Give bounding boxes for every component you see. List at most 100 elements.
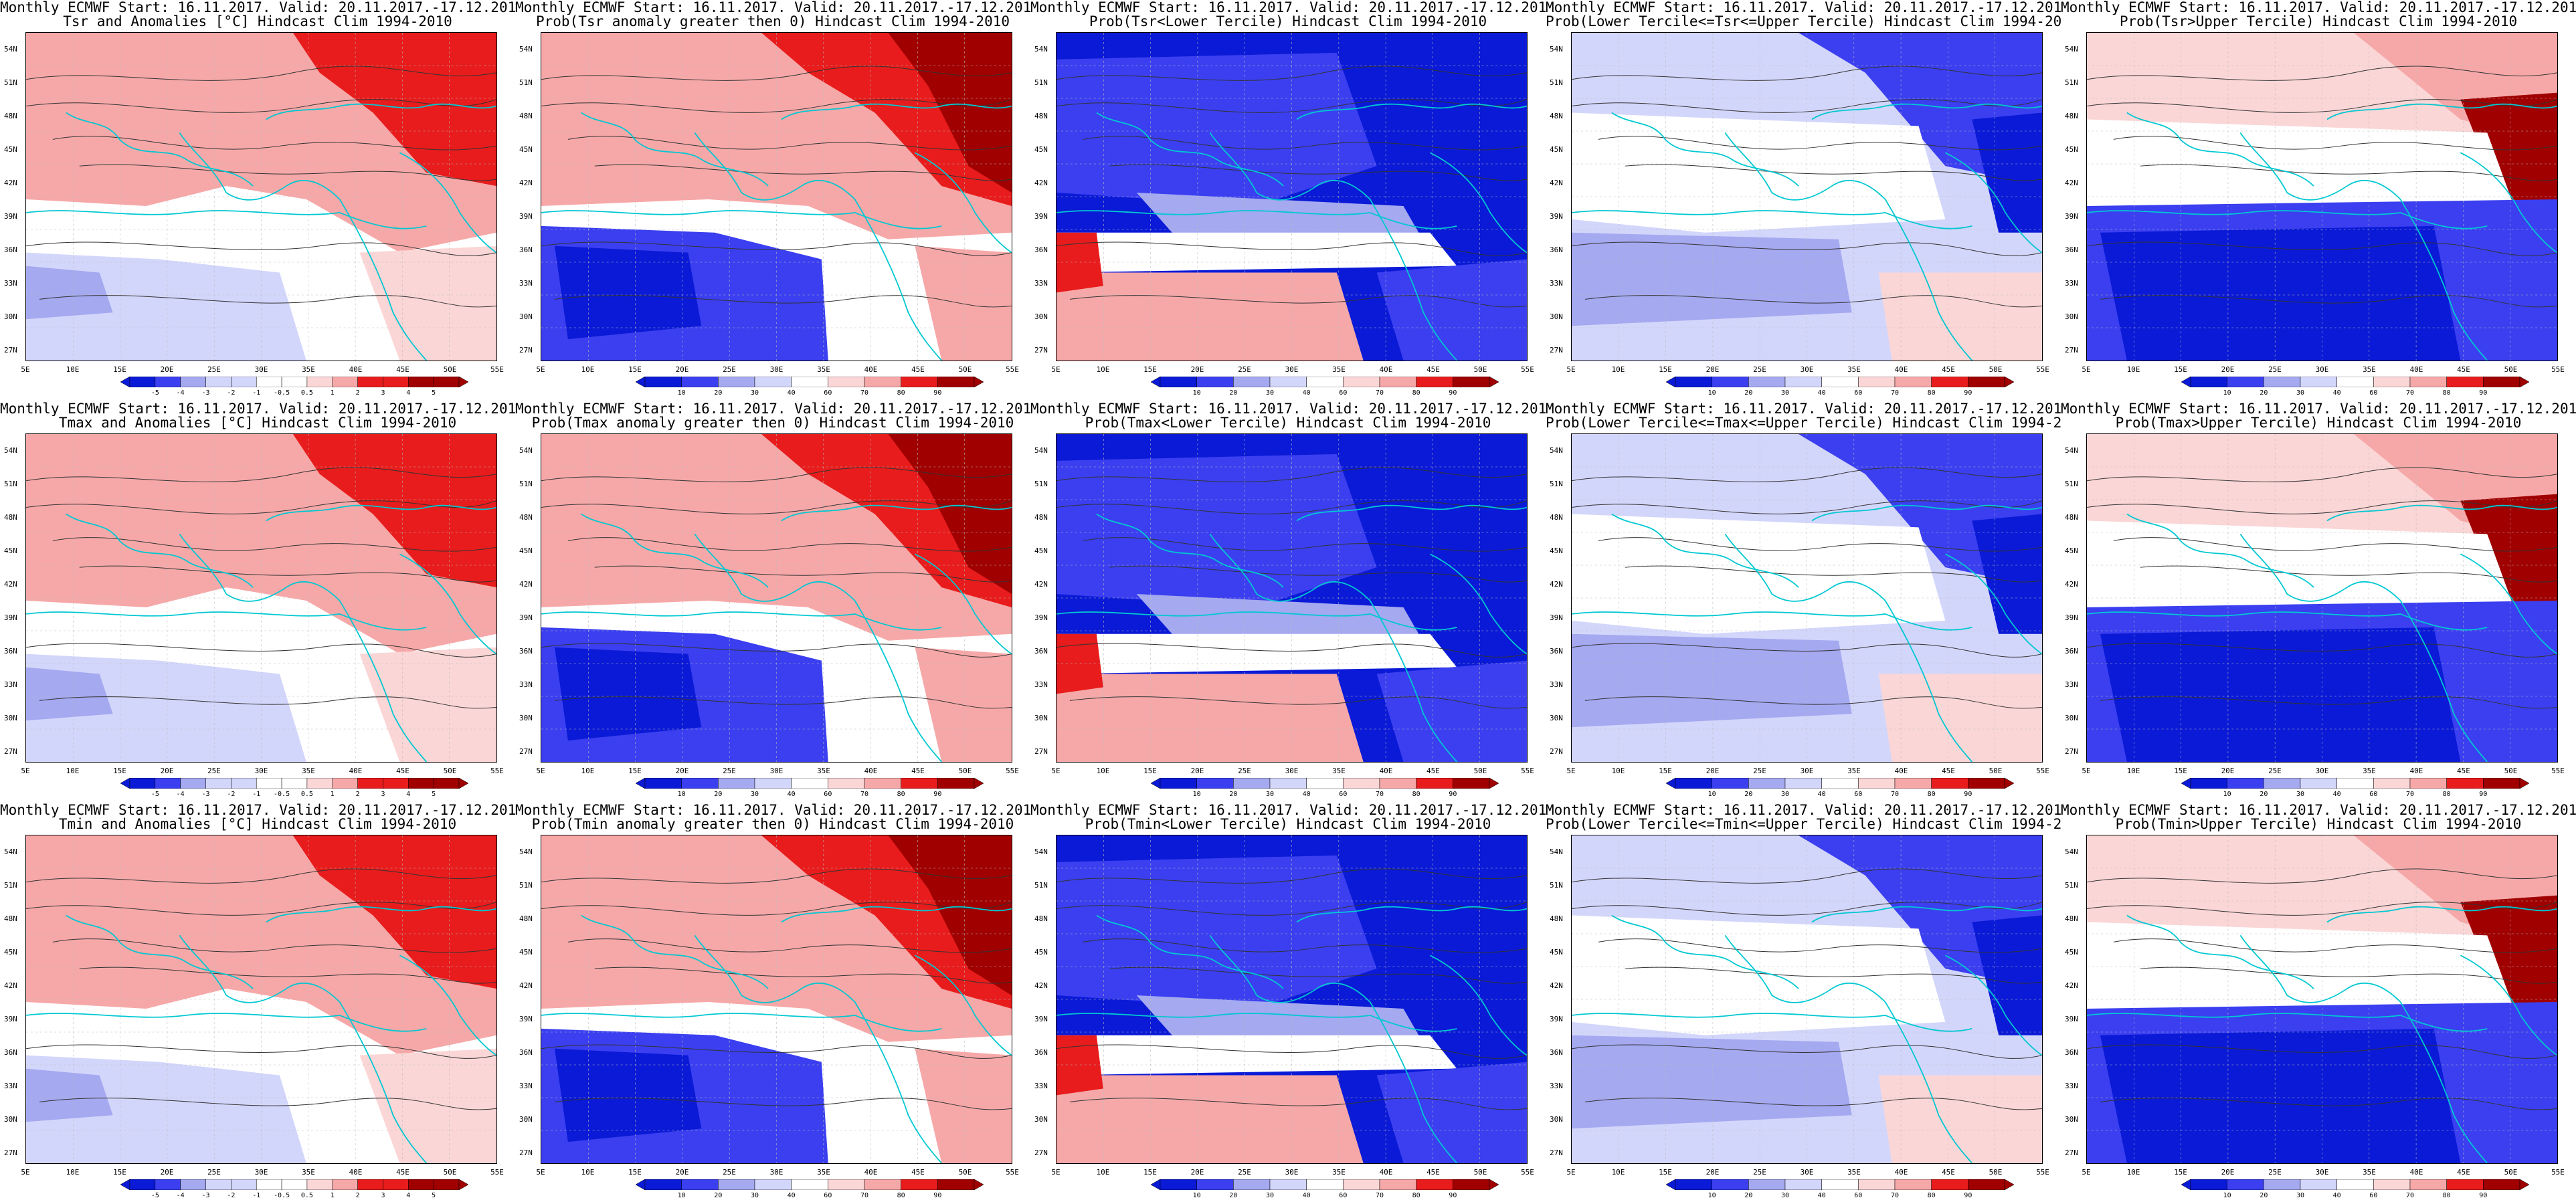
colorbar-segment [644,778,682,789]
isotherm-contour [25,241,497,256]
colorbar-segment [332,1179,358,1190]
longitude-label: 50E [2504,1168,2518,1177]
coastline [1369,1001,1457,1164]
colorbar-segment [2373,778,2411,789]
coastline [915,553,1012,655]
longitude-label: 20E [675,365,689,374]
colorbar-tick-label: 3 [381,791,385,798]
longitude-label: 40E [349,365,363,374]
longitude-label: 55E [1521,365,1534,374]
colorbar-tick-label: -5 [151,1192,159,1199]
latitude-label: 36N [2065,1048,2078,1057]
colorbar-tick-label: 20 [1229,389,1238,397]
coastline [1884,199,1972,361]
latitude-label: 42N [1034,179,1048,187]
longitude-label: 45E [396,767,409,775]
isotherm-contour [541,1044,1012,1059]
coastline [1611,914,1799,989]
isotherm-contour [2086,902,2558,916]
latitude-label: 39N [4,212,17,221]
longitude-label: 30E [254,365,268,374]
coastline [1811,906,2043,923]
field-region [359,1048,496,1163]
field-region [1376,259,1527,361]
colorbar-tick-label: 20 [1744,791,1753,798]
colorbar-segment [1821,778,1859,789]
latitude-label: 51N [2065,78,2078,87]
colorbar-tick-label: 70 [2405,791,2415,798]
longitude-label: 45E [1427,1168,1440,1177]
longitude-label: 30E [254,767,268,775]
panel-title: Prob(Tsr>Upper Tercile) Hindcast Clim 19… [2119,14,2518,29]
colorbar-segment [155,778,181,789]
isotherm-contour [39,1098,497,1110]
colorbar-segment [791,377,828,387]
longitude-label: 35E [1847,767,1861,775]
field-region [888,835,1012,996]
coastline [266,103,497,120]
latitude-label: 45N [1550,145,1563,154]
colorbar-tick-label: 60 [1339,1192,1348,1199]
coastline [694,533,856,602]
latitude-label: 42N [519,981,533,990]
isotherm-contour [541,467,1012,482]
field-region [1056,232,1103,293]
coastline [541,611,942,631]
colorbar-tick-label: 40 [787,389,796,397]
latitude-label: 42N [519,179,533,187]
colorbar [2181,1179,2529,1190]
isotherm-contour [2086,643,2558,658]
coastline [2239,934,2401,1003]
map-area [2086,433,2558,763]
panel-header: Monthly ECMWF Start: 16.11.2017. Valid: … [2061,401,2576,416]
longitude-label: 15E [628,365,642,374]
colorbar-max-arrow [1489,778,1499,789]
colorbar-segment [1858,1179,1896,1190]
colorbar-tick-label: 70 [860,1192,869,1199]
colorbar-tick-label: -5 [151,389,159,397]
latitude-label: 39N [1550,1015,1563,1023]
isotherm-contour [1625,967,2043,984]
colorbar-segment [1784,778,1822,789]
latitude-label: 27N [1550,346,1563,355]
colorbar-tick-label: 5 [432,1192,436,1199]
longitude-label: 25E [207,767,221,775]
isotherm-contour [1571,902,2043,916]
latitude-label: 45N [1550,948,1563,957]
colorbar-tick-label: 3 [381,1192,385,1199]
colorbar-tick-label: 40 [2332,1192,2341,1199]
longitude-label: 50E [443,365,457,374]
longitude-label: 40E [2409,1168,2423,1177]
longitude-label: 55E [1006,1168,1019,1177]
colorbar-tick-label: 80 [1412,791,1420,798]
field-region [888,434,1012,595]
colorbar-segment [754,778,792,789]
colorbar-min-arrow [2181,377,2191,387]
latitude-label: 27N [4,747,17,756]
colorbar-tick-label: 4 [406,791,411,798]
field-region [359,647,496,762]
isotherm-contour [25,66,497,81]
latitude-label: 30N [519,312,533,321]
map-area [2086,32,2558,361]
colorbar-segment [1379,377,1416,387]
colorbar-segment [231,778,257,789]
isotherm-contour [25,1044,497,1059]
coastline [854,1001,942,1164]
map-area [1056,32,1528,361]
colorbar-segment [791,1179,828,1190]
map-svg [541,835,1012,1164]
colorbar-segment [2409,1179,2447,1190]
colorbar-segment [433,778,460,789]
colorbar-segment [205,377,232,387]
field-region [554,1048,702,1142]
colorbar-segment [2190,778,2227,789]
coastline [1884,600,1972,763]
latitude-label: 45N [2065,948,2078,957]
longitude-label: 40E [864,767,878,775]
longitude-label: 25E [1753,1168,1766,1177]
longitude-label: 30E [769,1168,784,1177]
latitude-label: 51N [2065,480,2078,488]
isotherm-contour [1069,1098,1528,1110]
isotherm-contour [541,500,1012,514]
